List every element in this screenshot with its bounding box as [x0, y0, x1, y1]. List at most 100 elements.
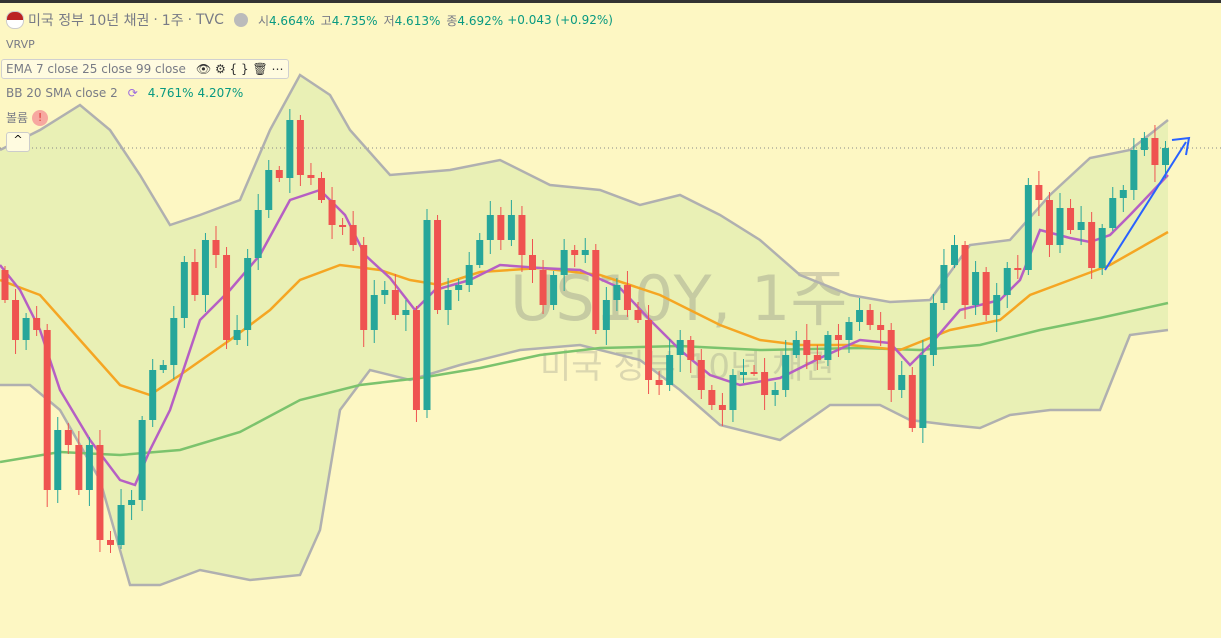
- ema-box[interactable]: EMA 7 close 25 close 99 close 👁 ⚙ { } 🗑 …: [1, 59, 289, 79]
- candle-body: [602, 300, 610, 330]
- candle-body: [244, 258, 252, 330]
- candle-body: [265, 170, 273, 210]
- bb-lower-line: [0, 328, 1169, 587]
- candle-body: [1109, 198, 1117, 228]
- symbol: 미국 정부 10년 채권: [28, 13, 150, 29]
- ema99-line: [0, 301, 1169, 464]
- candle-body: [370, 295, 378, 330]
- candle-body: [961, 245, 969, 305]
- ohlc-value: 4.613%: [394, 13, 441, 28]
- candle-body: [85, 445, 93, 490]
- candle-body: [507, 215, 515, 240]
- candle-body: [571, 250, 579, 255]
- candle-body: [339, 225, 347, 227]
- candle-body: [434, 220, 442, 310]
- candle-body: [623, 285, 631, 310]
- ohlc-item: 종4.692%: [446, 12, 503, 29]
- candle-body: [138, 420, 146, 500]
- candle-body: [898, 375, 906, 390]
- candle-body: [1130, 150, 1138, 190]
- candle-body: [444, 290, 452, 310]
- bb-fill: [0, 75, 1168, 585]
- candle-body: [1024, 185, 1032, 270]
- candle-body: [813, 355, 821, 360]
- candle-body: [75, 445, 83, 490]
- candle-body: [834, 335, 842, 340]
- candle-body: [381, 290, 389, 295]
- candle-body: [54, 430, 62, 490]
- candle-body: [676, 340, 684, 355]
- candle-body: [1151, 138, 1159, 165]
- candle-body: [529, 255, 536, 270]
- candle-body: [792, 340, 800, 355]
- ohlc-item: 고4.735%: [321, 12, 378, 29]
- ohlc: 시4.664% 고4.735% 저4.613% 종4.692%: [258, 12, 503, 29]
- ohlc-label: 고: [320, 13, 332, 28]
- bb-icon: ⟳: [127, 86, 138, 100]
- candle-body: [402, 310, 410, 315]
- candle-body: [634, 310, 642, 320]
- candle-body: [64, 430, 72, 445]
- candle-body: [908, 375, 916, 428]
- trend-arrow: [1104, 141, 1187, 271]
- arrow-head: [1171, 136, 1191, 156]
- icons[interactable]: 👁 ⚙ { } 🗑 ⋯: [195, 62, 284, 76]
- candle-body: [972, 272, 980, 305]
- candle-body: [539, 270, 547, 305]
- ohlc-value: 4.735%: [331, 13, 378, 28]
- ohlc-label: 시: [257, 13, 269, 28]
- candle-body: [613, 285, 621, 300]
- candle-body: [22, 318, 30, 340]
- vrvp: VRVP: [6, 38, 35, 51]
- header: 미국 정부 10년 채권 · 1주 · TVC 시4.664% 고4.735% 저4.6…: [6, 10, 613, 30]
- ohlc-value: 4.664%: [268, 13, 315, 28]
- candle-body: [1077, 222, 1085, 230]
- candle-body: [581, 250, 589, 255]
- status: [233, 13, 248, 27]
- volume-label: 볼륨: [6, 111, 29, 125]
- candle-body: [170, 318, 178, 365]
- candle-body: [560, 250, 568, 275]
- candle-body: [1003, 268, 1011, 295]
- candle-body: [666, 355, 674, 385]
- bb-label: BB 20 SMA close 2: [6, 86, 118, 100]
- candle-body: [856, 310, 864, 322]
- candle-body: [254, 210, 262, 258]
- candle-body: [128, 500, 136, 505]
- candle-body: [761, 372, 769, 395]
- collapse-button[interactable]: ^: [6, 132, 30, 152]
- ohlc-label: 종: [446, 13, 458, 28]
- candle-body: [107, 540, 114, 545]
- candle-body: [687, 340, 695, 360]
- candle-body: [1088, 222, 1096, 268]
- candle-body: [1098, 228, 1106, 268]
- candle-body: [655, 380, 663, 385]
- candle-body: [1035, 185, 1043, 200]
- candle-body: [887, 330, 895, 390]
- candle-body: [159, 365, 167, 370]
- candle-body: [223, 255, 231, 340]
- candle-body: [993, 295, 1001, 315]
- top-bar: [0, 0, 1221, 3]
- change: +0.043 (+0.92%): [507, 13, 613, 27]
- candle-body: [729, 375, 737, 410]
- candle-body: [486, 215, 494, 240]
- candle-body: [697, 360, 705, 390]
- candle-body: [180, 262, 188, 318]
- candle-body: [771, 390, 779, 395]
- candle-body: [1056, 208, 1064, 245]
- warning: !: [32, 109, 49, 126]
- candle-body: [296, 120, 304, 175]
- candle-body: [360, 245, 368, 330]
- candle-body: [149, 370, 157, 420]
- bb-lower: 4.207%: [197, 86, 244, 100]
- candle-body: [1119, 190, 1127, 198]
- candle-body: [1045, 200, 1053, 245]
- candle-body: [1067, 208, 1075, 230]
- candle-body: [1140, 138, 1148, 150]
- candle-body: [940, 265, 948, 303]
- candle-body: [318, 178, 325, 200]
- ema25-line: [0, 230, 1169, 397]
